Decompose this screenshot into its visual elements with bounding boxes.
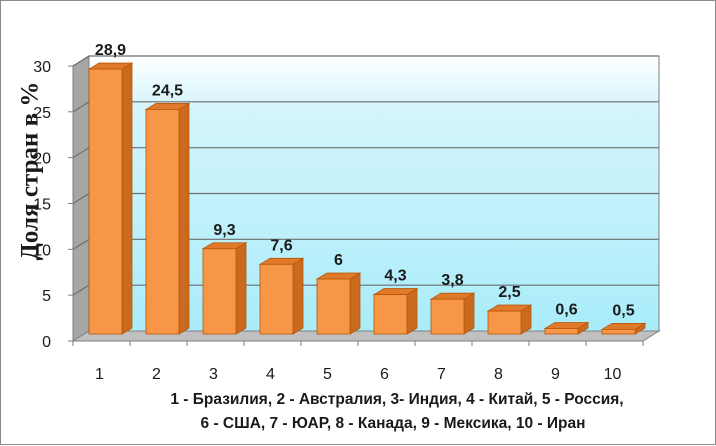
x-tick-label: 8 bbox=[494, 366, 503, 383]
x-tick-label: 2 bbox=[152, 366, 161, 383]
data-label: 9,3 bbox=[213, 222, 235, 239]
bar bbox=[430, 298, 465, 335]
bar bbox=[259, 263, 294, 335]
gridline bbox=[72, 55, 659, 67]
x-tick-label: 7 bbox=[437, 366, 446, 383]
data-label: 0,5 bbox=[612, 302, 634, 319]
y-tick-label: 20 bbox=[33, 151, 51, 168]
x-tick-label: 10 bbox=[604, 366, 622, 383]
bar-side bbox=[121, 62, 133, 335]
y-tick-label: 10 bbox=[33, 242, 51, 259]
bar-side bbox=[178, 102, 190, 335]
y-tick-label: 25 bbox=[33, 105, 51, 122]
x-tick-label: 1 bbox=[95, 366, 104, 383]
bar bbox=[544, 328, 579, 335]
data-label: 28,9 bbox=[95, 42, 126, 59]
category-legend-line-1: 1 - Бразилия, 2 - Австралия, 3- Индия, 4… bbox=[170, 391, 624, 408]
data-label: 6 bbox=[334, 252, 343, 269]
y-tick-label: 30 bbox=[33, 59, 51, 76]
data-label: 2,5 bbox=[498, 284, 520, 301]
bar bbox=[316, 278, 351, 335]
y-tick-label: 0 bbox=[42, 334, 51, 351]
bar bbox=[145, 109, 180, 335]
bar-side bbox=[349, 272, 361, 335]
bar bbox=[373, 294, 408, 335]
bar bbox=[88, 68, 123, 335]
bar-side bbox=[463, 292, 475, 335]
bar bbox=[601, 329, 636, 335]
x-tick-label: 5 bbox=[323, 366, 332, 383]
x-tick-label: 4 bbox=[266, 366, 275, 383]
x-tick-label: 9 bbox=[551, 366, 560, 383]
bar bbox=[202, 248, 237, 335]
bar-side bbox=[292, 257, 304, 335]
bar bbox=[487, 310, 522, 335]
data-label: 3,8 bbox=[441, 272, 463, 289]
y-tick-label: 15 bbox=[33, 197, 51, 214]
bar-side bbox=[235, 242, 247, 335]
x-tick-label: 6 bbox=[380, 366, 389, 383]
bar-side bbox=[406, 287, 418, 335]
data-label: 0,6 bbox=[555, 302, 577, 319]
data-label: 7,6 bbox=[270, 237, 292, 254]
y-tick-label: 5 bbox=[42, 288, 51, 305]
category-legend-line-2: 6 - США, 7 - ЮАР, 8 - Канада, 9 - Мексик… bbox=[200, 415, 586, 432]
data-label: 4,3 bbox=[384, 268, 406, 285]
x-tick-label: 3 bbox=[209, 366, 218, 383]
data-label: 24,5 bbox=[152, 82, 183, 99]
